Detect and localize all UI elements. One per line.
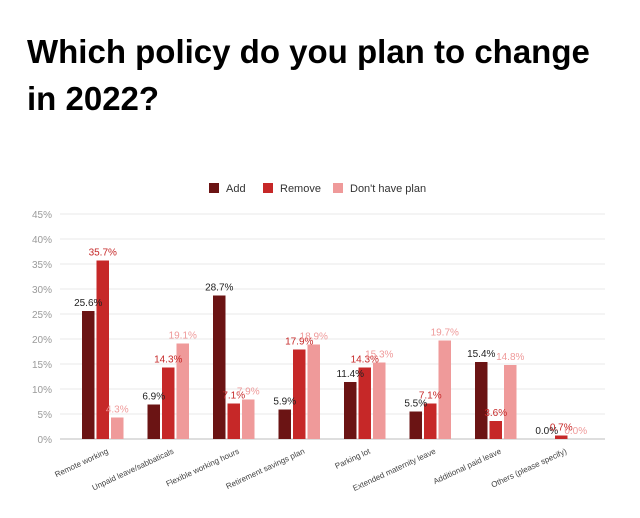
bar-don-t-have-plan-unpaid-leave-sabbaticals [176,343,189,439]
y-tick-label: 0% [38,435,53,446]
data-label-don-t-have-plan-remote-working: 4.3% [106,405,129,416]
legend-label-remove: Remove [280,183,321,195]
category-label-remote-working: Remote working [53,447,109,480]
category-label-parking-lot: Parking lot [334,446,373,470]
bar-remove-extended-maternity-leave [424,403,437,439]
data-label-don-t-have-plan-retirement-savings-plan: 18.9% [300,332,328,343]
bar-add-additional-paid-leave [475,362,488,439]
bar-add-remote-working [82,311,95,439]
y-tick-label: 35% [32,260,52,271]
y-tick-label: 15% [32,360,52,371]
bar-add-unpaid-leave-sabbaticals [147,404,160,439]
legend-label-add: Add [226,183,246,195]
bar-remove-additional-paid-leave [489,421,502,439]
bar-remove-unpaid-leave-sabbaticals [162,367,175,439]
bars [82,260,568,439]
bar-add-extended-maternity-leave [409,411,422,439]
data-label-remove-parking-lot: 14.3% [351,355,379,366]
data-label-don-t-have-plan-others-please-specify: 0.0% [564,426,587,437]
data-label-remove-unpaid-leave-sabbaticals: 14.3% [154,355,182,366]
bar-don-t-have-plan-additional-paid-leave [504,365,517,439]
y-tick-label: 45% [32,210,52,221]
bar-don-t-have-plan-extended-maternity-leave [438,340,451,439]
y-tick-label: 10% [32,385,52,396]
data-label-add-retirement-savings-plan: 5.9% [273,397,296,408]
bar-remove-parking-lot [358,367,371,439]
data-label-don-t-have-plan-flexible-working-hours: 7.9% [237,387,260,398]
data-label-add-remote-working: 25.6% [74,298,102,309]
bar-add-flexible-working-hours [213,295,226,439]
data-label-remove-flexible-working-hours: 7.1% [222,391,245,402]
legend-swatch-add [209,183,219,193]
bar-don-t-have-plan-flexible-working-hours [242,399,255,439]
gridlines [60,213,605,440]
data-label-add-parking-lot: 11.4% [336,369,364,380]
data-label-remove-others-please-specify: 0.7% [550,423,573,434]
bar-remove-remote-working [96,260,109,439]
bar-remove-flexible-working-hours [227,403,240,439]
y-tick-label: 40% [32,235,52,246]
y-tick-label: 20% [32,335,52,346]
data-label-don-t-have-plan-parking-lot: 15.3% [365,350,393,361]
bar-chart: Add Remove Don't have plan 0% 5% 10% 15% 20% 25… [32,183,605,493]
y-tick-label: 25% [32,310,52,321]
bar-add-parking-lot [344,382,357,439]
data-label-don-t-have-plan-extended-maternity-leave: 19.7% [431,328,459,339]
y-tick-label: 5% [38,410,53,421]
bar-add-retirement-savings-plan [278,409,291,439]
data-label-add-unpaid-leave-sabbaticals: 6.9% [142,392,165,403]
legend: Add Remove Don't have plan [209,183,426,195]
bar-don-t-have-plan-remote-working [111,417,124,439]
legend-swatch-don-t-have-plan [333,183,343,193]
data-label-add-additional-paid-leave: 15.4% [467,349,495,360]
data-label-remove-remote-working: 35.7% [89,248,117,259]
bar-remove-others-please-specify [555,435,568,439]
data-label-add-flexible-working-hours: 28.7% [205,283,233,294]
bar-don-t-have-plan-retirement-savings-plan [307,344,320,439]
data-label-add-others-please-specify: 0.0% [535,426,558,437]
y-axis: 0% 5% 10% 15% 20% 25% 30% 35% 40% 45% [32,210,52,446]
data-label-don-t-have-plan-additional-paid-leave: 14.8% [496,352,524,363]
chart-title: Which policy do you plan to change in 20… [27,33,590,117]
data-label-remove-retirement-savings-plan: 17.9% [285,337,313,348]
data-label-don-t-have-plan-unpaid-leave-sabbaticals: 19.1% [169,331,197,342]
data-label-remove-extended-maternity-leave: 7.1% [419,391,442,402]
bar-don-t-have-plan-parking-lot [373,362,386,439]
legend-swatch-remove [263,183,273,193]
legend-label-don-t-have-plan: Don't have plan [350,183,426,195]
bar-remove-retirement-savings-plan [293,349,306,439]
data-label-add-extended-maternity-leave: 5.5% [404,399,427,410]
data-labels: 25.6%35.7%4.3%6.9%14.3%19.1%28.7%7.1%7.9… [74,248,587,438]
data-label-remove-additional-paid-leave: 3.6% [484,408,507,419]
y-tick-label: 30% [32,285,52,296]
